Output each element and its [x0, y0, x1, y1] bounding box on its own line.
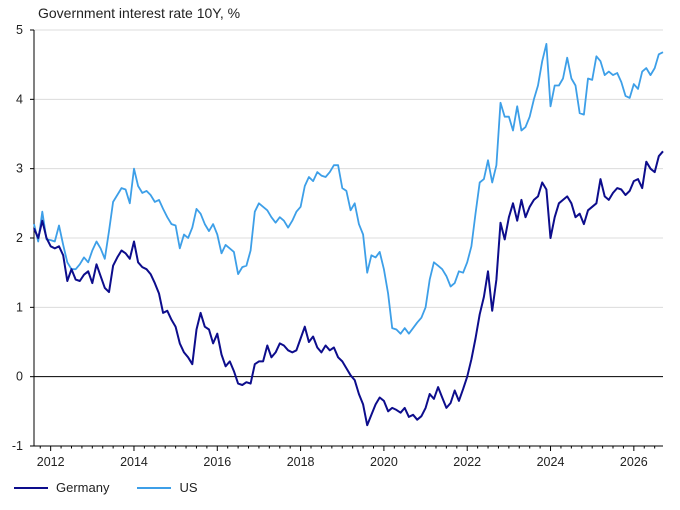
x-tick-label: 2026 — [620, 455, 648, 469]
x-tick-label: 2022 — [453, 455, 481, 469]
legend-item-us: US — [137, 480, 198, 495]
grid-lines — [34, 29, 663, 447]
y-tick-label: 4 — [16, 92, 23, 106]
axes — [30, 29, 663, 451]
x-tick-label: 2020 — [370, 455, 398, 469]
x-tick-label: 2018 — [287, 455, 315, 469]
x-tick-label: 2012 — [37, 455, 65, 469]
line-chart: -1 0 1 2 3 4 5 2012 2014 2016 2018 2020 2022 2024 2026 — [12, 23, 664, 469]
y-tick-label: 0 — [16, 370, 23, 384]
x-tick-label: 2016 — [203, 455, 231, 469]
series-line-us — [33, 43, 664, 335]
y-tick-label: -1 — [12, 439, 23, 453]
legend-label-us: US — [179, 480, 198, 495]
series-line-germany — [33, 150, 664, 427]
y-tick-label: 2 — [16, 231, 23, 245]
x-tick-label: 2024 — [537, 455, 565, 469]
tick-labels: -1 0 1 2 3 4 5 2012 2014 2016 2018 2020 2022 2024 2026 — [12, 23, 648, 469]
chart-title: Government interest rate 10Y, % — [38, 5, 241, 21]
legend-item-germany: Germany — [14, 480, 109, 495]
x-tick-label: 2014 — [120, 455, 148, 469]
y-tick-label: 3 — [16, 162, 23, 176]
legend-swatch-us — [137, 486, 172, 489]
legend-label-germany: Germany — [56, 480, 110, 495]
legend: Germany US — [14, 480, 226, 495]
y-tick-label: 1 — [16, 300, 23, 314]
y-tick-label: 5 — [16, 23, 23, 37]
legend-swatch-germany — [14, 486, 48, 489]
series-layer — [33, 43, 664, 427]
